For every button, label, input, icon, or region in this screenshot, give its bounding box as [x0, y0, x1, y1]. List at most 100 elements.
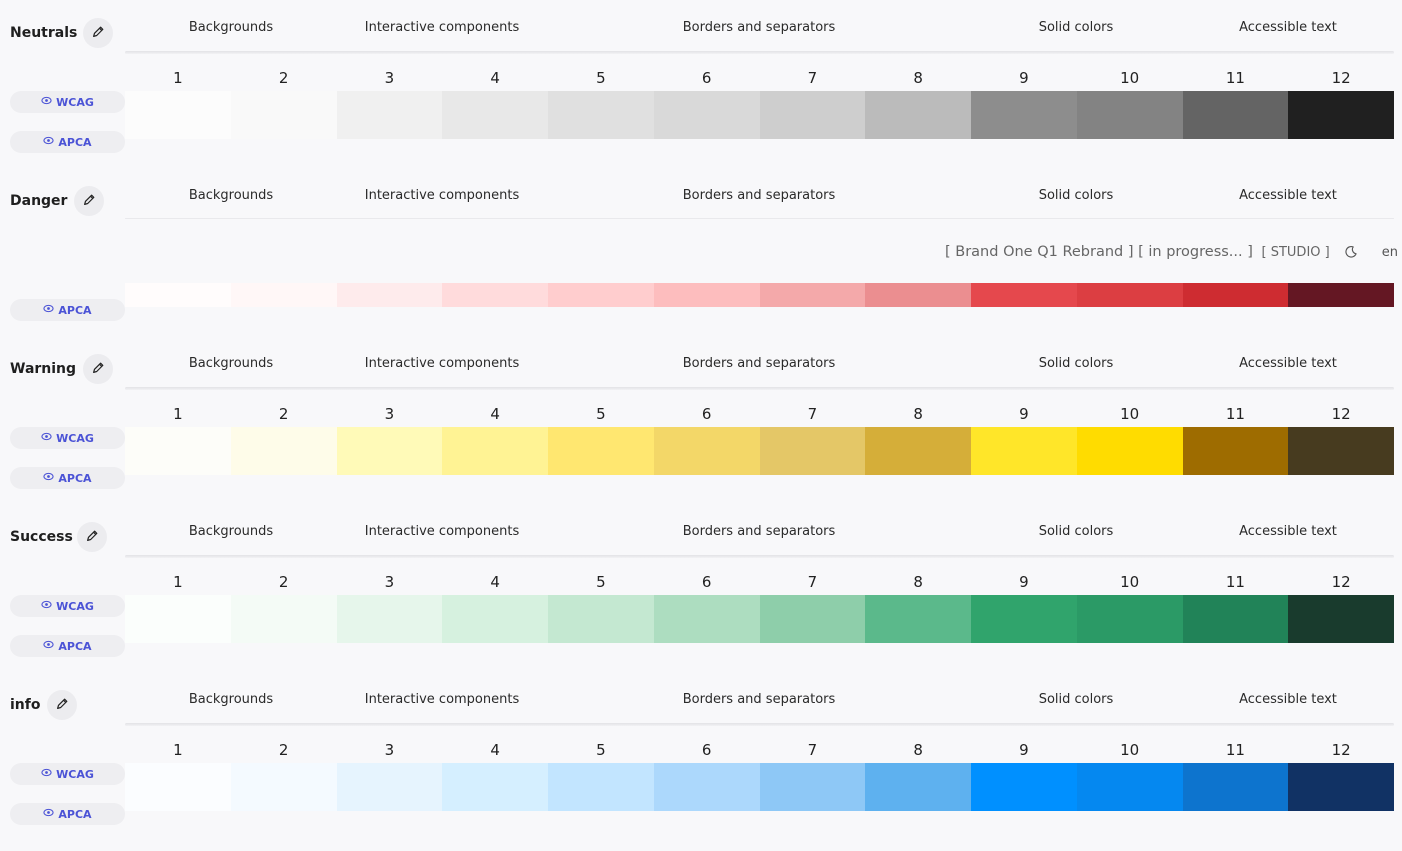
color-swatch-6[interactable] — [653, 763, 760, 811]
step-number: 4 — [490, 69, 500, 87]
color-swatch-4[interactable] — [442, 427, 548, 475]
color-swatch-9[interactable] — [971, 283, 1077, 307]
eye-icon — [41, 767, 52, 781]
apca-toggle[interactable]: APCA — [10, 299, 125, 321]
edit-palette-button[interactable] — [74, 186, 104, 216]
apca-toggle[interactable]: APCA — [10, 131, 125, 153]
step-number: 5 — [596, 405, 606, 423]
group-label: Accessible text — [1239, 20, 1337, 35]
step-number: 5 — [596, 69, 606, 87]
color-swatch-11[interactable] — [1182, 763, 1289, 811]
moon-icon[interactable] — [1344, 245, 1358, 259]
group-label: Solid colors — [1038, 692, 1114, 707]
color-swatch-2[interactable] — [230, 595, 337, 643]
color-swatch-5[interactable] — [548, 427, 654, 475]
apca-toggle[interactable]: APCA — [10, 803, 125, 825]
color-swatch-8[interactable] — [865, 763, 971, 811]
step-number: 2 — [278, 741, 289, 759]
color-swatch-3[interactable] — [336, 283, 443, 307]
color-swatch-1[interactable] — [125, 283, 231, 307]
color-swatch-9[interactable] — [971, 91, 1077, 139]
color-swatch-5[interactable] — [548, 595, 654, 643]
color-swatch-11[interactable] — [1182, 283, 1289, 307]
color-swatch-9[interactable] — [971, 595, 1077, 643]
color-swatch-5[interactable] — [548, 763, 654, 811]
apca-toggle[interactable]: APCA — [10, 635, 125, 657]
color-swatch-12[interactable] — [1288, 91, 1394, 139]
color-swatch-2[interactable] — [230, 91, 337, 139]
color-swatch-6[interactable] — [653, 427, 760, 475]
color-swatch-8[interactable] — [865, 283, 971, 307]
color-swatch-6[interactable] — [653, 283, 760, 307]
color-swatch-10[interactable] — [1076, 763, 1183, 811]
color-swatch-7[interactable] — [759, 91, 866, 139]
color-swatch-11[interactable] — [1182, 427, 1289, 475]
edit-palette-button[interactable] — [77, 522, 107, 552]
color-swatch-5[interactable] — [548, 91, 654, 139]
wcag-toggle[interactable]: WCAG — [10, 595, 125, 617]
color-swatch-10[interactable] — [1076, 283, 1183, 307]
color-swatch-2[interactable] — [230, 283, 337, 307]
apca-toggle[interactable]: APCA — [10, 467, 125, 489]
wcag-toggle[interactable]: WCAG — [10, 763, 125, 785]
color-swatch-7[interactable] — [759, 427, 866, 475]
wcag-toggle[interactable]: WCAG — [10, 91, 125, 113]
group-label: Interactive components — [364, 692, 520, 707]
color-swatch-8[interactable] — [865, 91, 971, 139]
color-swatch-3[interactable] — [336, 595, 443, 643]
step-number: 9 — [1019, 405, 1029, 423]
color-swatch-3[interactable] — [336, 427, 443, 475]
color-swatch-4[interactable] — [442, 283, 548, 307]
group-label: Backgrounds — [188, 188, 274, 203]
group-label: Backgrounds — [188, 356, 274, 371]
apca-label: APCA — [58, 471, 92, 485]
color-swatch-1[interactable] — [125, 595, 231, 643]
color-swatch-11[interactable] — [1182, 595, 1289, 643]
color-swatch-4[interactable] — [442, 595, 548, 643]
color-swatch-9[interactable] — [971, 427, 1077, 475]
color-swatch-12[interactable] — [1288, 763, 1394, 811]
color-swatch-9[interactable] — [971, 763, 1077, 811]
color-swatch-11[interactable] — [1182, 91, 1289, 139]
color-swatch-3[interactable] — [336, 763, 443, 811]
color-swatch-2[interactable] — [230, 427, 337, 475]
step-number: 2 — [278, 573, 289, 591]
color-swatch-1[interactable] — [125, 427, 231, 475]
step-number: 10 — [1120, 69, 1140, 87]
step-number: 11 — [1225, 69, 1245, 87]
step-number: 5 — [596, 573, 606, 591]
group-divider — [125, 387, 1394, 390]
color-swatch-7[interactable] — [759, 763, 866, 811]
group-label: Solid colors — [1038, 524, 1114, 539]
edit-palette-button[interactable] — [83, 354, 113, 384]
edit-palette-button[interactable] — [83, 18, 113, 48]
color-swatch-8[interactable] — [865, 427, 971, 475]
color-swatch-4[interactable] — [442, 91, 548, 139]
palette-name: Neutrals — [10, 25, 78, 41]
step-number: 3 — [384, 741, 395, 759]
color-swatch-6[interactable] — [653, 595, 760, 643]
eye-icon — [41, 431, 52, 445]
pencil-icon — [55, 696, 69, 715]
color-swatch-5[interactable] — [548, 283, 654, 307]
eye-icon — [43, 807, 55, 821]
wcag-toggle[interactable]: WCAG — [10, 427, 125, 449]
color-swatch-12[interactable] — [1288, 283, 1394, 307]
color-swatch-7[interactable] — [759, 595, 866, 643]
color-swatch-4[interactable] — [442, 763, 548, 811]
color-swatch-12[interactable] — [1288, 595, 1394, 643]
edit-palette-button[interactable] — [47, 690, 77, 720]
color-swatch-1[interactable] — [125, 763, 231, 811]
color-swatch-10[interactable] — [1076, 427, 1183, 475]
color-swatch-8[interactable] — [865, 595, 971, 643]
group-divider — [125, 555, 1394, 558]
color-swatch-2[interactable] — [230, 763, 337, 811]
color-swatch-12[interactable] — [1288, 427, 1394, 475]
color-swatch-3[interactable] — [336, 91, 443, 139]
color-swatch-10[interactable] — [1076, 595, 1183, 643]
color-swatch-10[interactable] — [1076, 91, 1183, 139]
color-swatch-7[interactable] — [759, 283, 866, 307]
color-swatch-1[interactable] — [125, 91, 231, 139]
color-swatch-6[interactable] — [653, 91, 760, 139]
language-switcher[interactable]: en — [1381, 244, 1398, 260]
